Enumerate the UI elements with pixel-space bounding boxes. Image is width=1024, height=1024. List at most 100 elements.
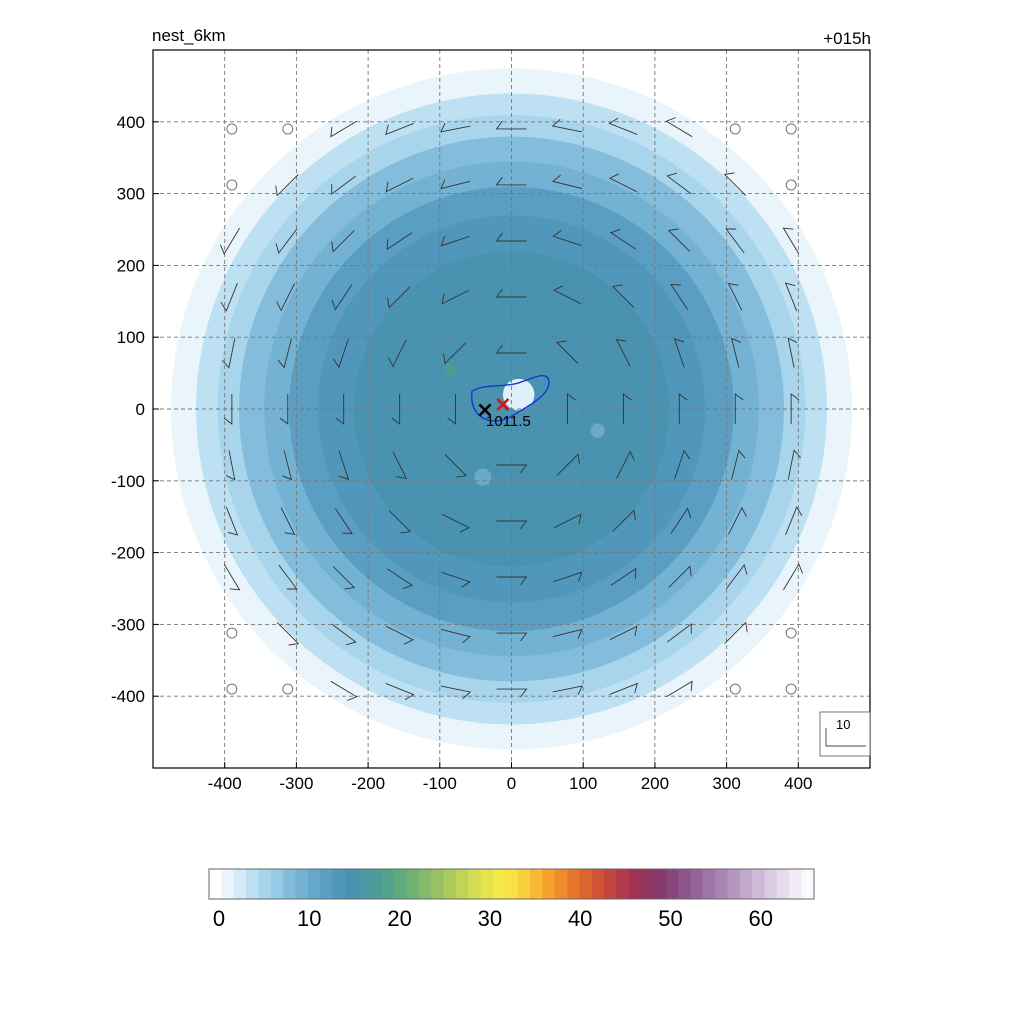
contour-label: 1011.5 <box>486 413 531 430</box>
wind-barb <box>668 565 692 588</box>
wind-barb <box>551 119 583 133</box>
wind-barb <box>221 338 236 369</box>
x-tick-label: 0 <box>507 774 516 793</box>
wind-barb <box>391 394 401 425</box>
wind-barb <box>331 175 356 195</box>
colorbar-swatch <box>320 869 334 899</box>
wind-barbs <box>219 117 804 701</box>
wind-barb <box>666 172 692 195</box>
colorbar-swatch <box>591 869 605 899</box>
wind-barb <box>385 683 415 701</box>
x-tick-label: 300 <box>712 774 740 793</box>
wind-barb <box>386 232 413 251</box>
x-axis-ticks: -400 -300 -200 -100 0 100 200 300 400 <box>208 762 812 793</box>
center-markers: × × <box>476 392 512 423</box>
calm-circle <box>282 683 294 695</box>
colorbar-swatch <box>517 869 531 899</box>
wind-barb <box>386 568 414 590</box>
wind-barb <box>331 623 357 646</box>
colorbar-tick-label: 30 <box>478 906 502 931</box>
wind-reference-box <box>819 711 871 757</box>
title-left: nest_6km <box>152 26 226 45</box>
colorbar <box>209 869 815 899</box>
wind-barb <box>278 564 298 590</box>
x-tick-label: 100 <box>569 774 597 793</box>
wind-barb <box>608 173 637 193</box>
wind-barb <box>787 449 802 480</box>
wind-barb <box>553 571 583 583</box>
wind-barb <box>444 454 468 478</box>
colorbar-swatch <box>369 869 383 899</box>
wind-barb <box>496 520 528 530</box>
wind-barb <box>724 621 748 644</box>
y-tick-label: -300 <box>111 615 145 634</box>
calm-circle <box>729 123 741 135</box>
wind-barb <box>335 508 353 534</box>
y-tick-label: 200 <box>117 256 145 275</box>
colorbar-swatch <box>739 869 753 899</box>
wind-barb <box>330 120 357 138</box>
wind-reference-key: 10 <box>819 711 871 757</box>
colorbar-swatch <box>431 869 445 899</box>
wind-barb <box>670 507 692 534</box>
colorbar-swatch <box>616 869 630 899</box>
colorbar-swatch <box>653 869 667 899</box>
wind-barb <box>338 450 350 480</box>
wind-barb <box>282 450 293 481</box>
colorbar-swatch <box>776 869 790 899</box>
wind-barb <box>331 230 355 253</box>
colorbar-swatch <box>394 869 408 899</box>
calm-circle <box>785 179 797 191</box>
field-cell-0 <box>502 378 535 411</box>
colorbar-swatch <box>727 869 741 899</box>
wind-barb <box>666 680 693 698</box>
wind-barb <box>609 682 638 696</box>
colorbar-swatch <box>221 869 235 899</box>
wind-barb <box>553 285 582 305</box>
wind-barb <box>678 393 688 424</box>
colorbar-swatch <box>690 869 704 899</box>
x-tick-label: 200 <box>641 774 669 793</box>
wind-barb <box>223 394 233 425</box>
colorbar-ticks: 0 10 20 30 40 50 60 <box>213 906 773 931</box>
colorbar-swatch <box>702 869 716 899</box>
wind-barb <box>441 513 470 533</box>
wind-barb <box>670 284 688 310</box>
wind-barb <box>725 564 748 590</box>
x-tick-label: 400 <box>784 774 812 793</box>
colorbar-swatch <box>567 869 581 899</box>
calm-circle <box>785 627 797 639</box>
calm-circle <box>729 683 741 695</box>
colorbar-tick-label: 50 <box>658 906 682 931</box>
wind-barb <box>387 286 411 309</box>
wind-barb <box>275 228 298 254</box>
y-tick-label: -400 <box>111 687 145 706</box>
wind-barb <box>609 228 637 250</box>
wind-barb <box>277 338 292 369</box>
colorbar-swatch <box>270 869 284 899</box>
colorbar-swatch <box>246 869 259 899</box>
wind-barb <box>280 507 296 536</box>
colorbar-swatch <box>468 869 482 899</box>
y-tick-label: 0 <box>136 400 145 419</box>
wind-barb <box>734 393 744 424</box>
wind-barb <box>447 394 457 425</box>
wind-reference-label: 10 <box>836 717 850 732</box>
wind-barb <box>332 566 356 590</box>
wind-barb <box>727 282 743 311</box>
wind-barb <box>555 340 579 364</box>
wind-barb <box>385 122 414 136</box>
wind-reference-arrow <box>825 728 866 747</box>
x-tick-label: -300 <box>279 774 313 793</box>
wind-barb <box>440 179 471 190</box>
colorbar-swatch <box>307 869 321 899</box>
wind-barb <box>225 506 239 536</box>
colorbar-tick-label: 10 <box>297 906 321 931</box>
wind-barb <box>279 394 289 425</box>
wind-barb <box>785 506 803 536</box>
wind-barb <box>441 571 471 588</box>
wind-barb <box>495 176 527 186</box>
wind-barb <box>784 282 798 312</box>
y-tick-label: -200 <box>111 544 145 563</box>
